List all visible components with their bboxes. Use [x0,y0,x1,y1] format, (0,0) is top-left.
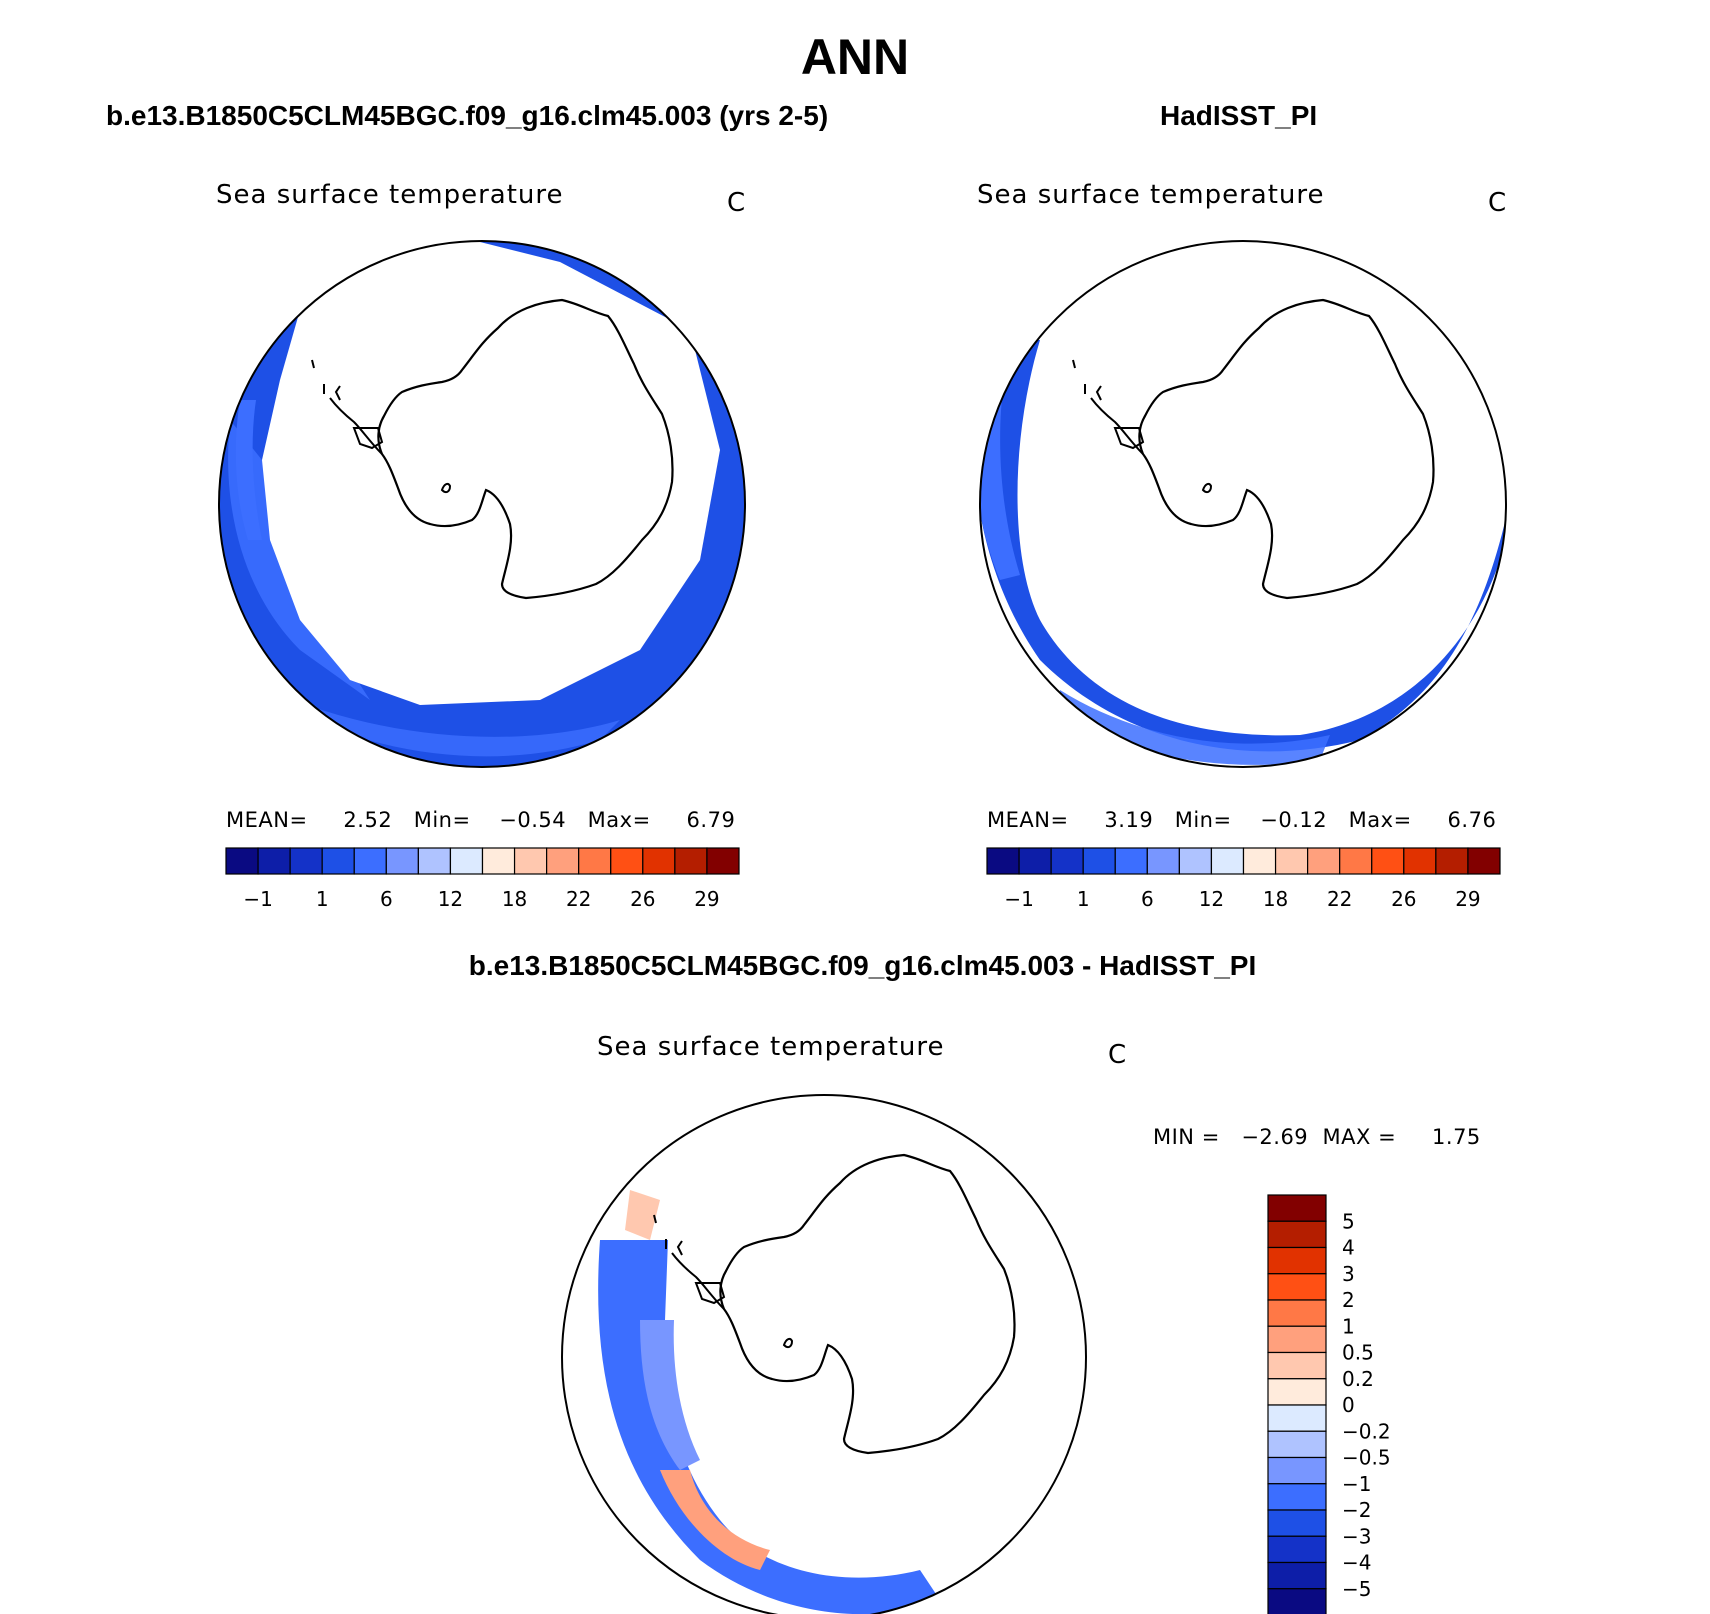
panel2-colorbar-swatch [1114,847,1148,875]
panel3-colorbar-swatch [1267,1509,1327,1537]
panel1-units: C [727,188,746,218]
panel3-colorbar-swatch [1267,1378,1327,1406]
panel3-colorbar-tick-label: 0.5 [1342,1341,1374,1365]
panel1-stats: MEAN= 2.52 Min= −0.54 Max= 6.79 [226,808,736,832]
panel3-colorbar-swatch [1267,1456,1327,1485]
panel3-colorbar-swatch [1267,1561,1327,1590]
panel3-case-title: b.e13.B1850C5CLM45BGC.f09_g16.clm45.003 … [468,950,1257,981]
panel2-colorbar-swatch [1050,847,1084,875]
panel2-colorbar-swatch [1371,847,1405,875]
panel2-colorbar: −1 1 6 12 18 22 26 29 [986,847,1501,911]
panel3-colorbar-swatch [1267,1246,1327,1275]
panel1-colorbar-tick-label: 22 [566,887,591,911]
panel2-colorbar-tick-label: 29 [1455,887,1480,911]
panel2-variable-title: Sea surface temperature [977,180,1325,210]
panel3-colorbar-tick-label: −5 [1342,1577,1371,1601]
panel2-colorbar-swatch [1274,847,1309,875]
panel3-colorbar-swatch [1267,1273,1327,1301]
panel3-colorbar-swatch [1267,1220,1327,1249]
panel1-case-title: b.e13.B1850C5CLM45BGC.f09_g16.clm45.003 … [106,100,829,131]
panel1-colorbar-swatch [706,847,740,875]
panel2-map [979,240,1507,768]
panel3-colorbar-swatch [1267,1299,1327,1327]
panel1-colorbar-tick-label: 18 [502,887,527,911]
panel1-colorbar-swatch [481,847,516,875]
panel1-colorbar-tick-label: 29 [694,887,719,911]
panel2-colorbar-swatch [1210,847,1245,875]
panel3-colorbar-swatch [1267,1588,1327,1614]
panel2-colorbar-swatch [1403,847,1437,875]
panel1-colorbar: −1 1 6 12 18 22 26 29 [225,847,740,911]
panel1-colorbar-tick-label: 1 [316,887,329,911]
panel3-colorbar-swatch [1267,1430,1327,1459]
panel3-colorbar-tick-label: 2 [1342,1288,1355,1312]
panel1-colorbar-swatch [353,847,387,875]
panel3-colorbar-swatch [1267,1404,1327,1432]
panel2-colorbar-swatch [1178,847,1213,875]
panel3-colorbar-swatch [1267,1325,1327,1354]
panel3-colorbar-swatch [1267,1351,1327,1380]
panel2-colorbar-tick-label: 12 [1199,887,1224,911]
panel2-colorbar-tick-label: 1 [1077,887,1090,911]
panel3-map [561,1094,1087,1614]
panel2-colorbar-swatch [1242,847,1277,875]
figure-title: ANN [800,29,910,85]
panel2-colorbar-swatch [986,847,1020,875]
panel3-colorbar-tick-label: −0.5 [1342,1446,1391,1470]
panel3-colorbar-swatch [1267,1535,1327,1564]
panel1-colorbar-swatch [257,847,291,875]
panel3-colorbar-swatch [1267,1194,1327,1222]
panel2-colorbar-swatch [1339,847,1373,875]
panel2-colorbar-swatch [1467,847,1501,875]
panel3-colorbar-tick-label: 3 [1342,1262,1355,1286]
panel1-map [218,240,746,768]
panel3-units: C [1108,1040,1127,1070]
panel3-colorbar-tick-label: −4 [1342,1551,1371,1575]
panel2-colorbar-tick-label: −1 [1004,887,1033,911]
panel3-colorbar-tick-label: −2 [1342,1498,1371,1522]
panel2-colorbar-tick-label: 18 [1263,887,1288,911]
panel3-colorbar-tick-label: 1 [1342,1314,1355,1338]
panel2-colorbar-swatch [1146,847,1180,875]
panel1-colorbar-tick-label: −1 [243,887,272,911]
panel3-colorbar-swatch [1267,1483,1327,1511]
panel1-colorbar-swatch [546,847,580,875]
panel3-colorbar-tick-label: −3 [1342,1524,1371,1548]
panel3-colorbar-tick-label: −1 [1342,1472,1371,1496]
panel3-colorbar-tick-label: 4 [1342,1236,1355,1260]
panel1-colorbar-swatch [321,847,355,875]
panel2-colorbar-swatch [1018,847,1052,875]
panel3-colorbar-tick-label: 5 [1342,1209,1355,1233]
panel1-colorbar-tick-label: 26 [630,887,655,911]
panel2-units: C [1488,188,1507,218]
panel2-colorbar-swatch [1082,847,1116,875]
panel3-colorbar-tick-label: 0.2 [1342,1367,1374,1391]
panel2-colorbar-swatch [1307,847,1341,875]
panel1-colorbar-swatch [674,847,708,875]
panel1-colorbar-swatch [642,847,676,875]
panel1-colorbar-swatch [610,847,644,875]
panel1-colorbar-swatch [385,847,419,875]
panel2-colorbar-tick-label: 26 [1391,887,1416,911]
panel1-colorbar-swatch [289,847,323,875]
panel3-colorbar-tick-label: 0 [1342,1393,1355,1417]
panel2-stats: MEAN= 3.19 Min= −0.12 Max= 6.76 [987,808,1497,832]
panel2-colorbar-swatch [1435,847,1469,875]
panel1-colorbar-swatch [225,847,259,875]
panel1-variable-title: Sea surface temperature [216,180,564,210]
panel3-stats: MIN = −2.69 MAX = 1.75 [1153,1125,1481,1149]
panel1-colorbar-tick-label: 6 [380,887,393,911]
panel1-colorbar-swatch [417,847,452,875]
panel2-colorbar-tick-label: 6 [1141,887,1154,911]
panel1-colorbar-swatch [513,847,548,875]
panel2-colorbar-tick-label: 22 [1327,887,1352,911]
panel3-variable-title: Sea surface temperature [597,1032,945,1062]
panel3-colorbar-tick-label: −0.2 [1342,1419,1391,1443]
panel1-colorbar-swatch [578,847,612,875]
panel1-colorbar-tick-label: 12 [438,887,463,911]
panel1-colorbar-swatch [449,847,484,875]
panel2-case-title: HadISST_PI [1160,100,1318,131]
